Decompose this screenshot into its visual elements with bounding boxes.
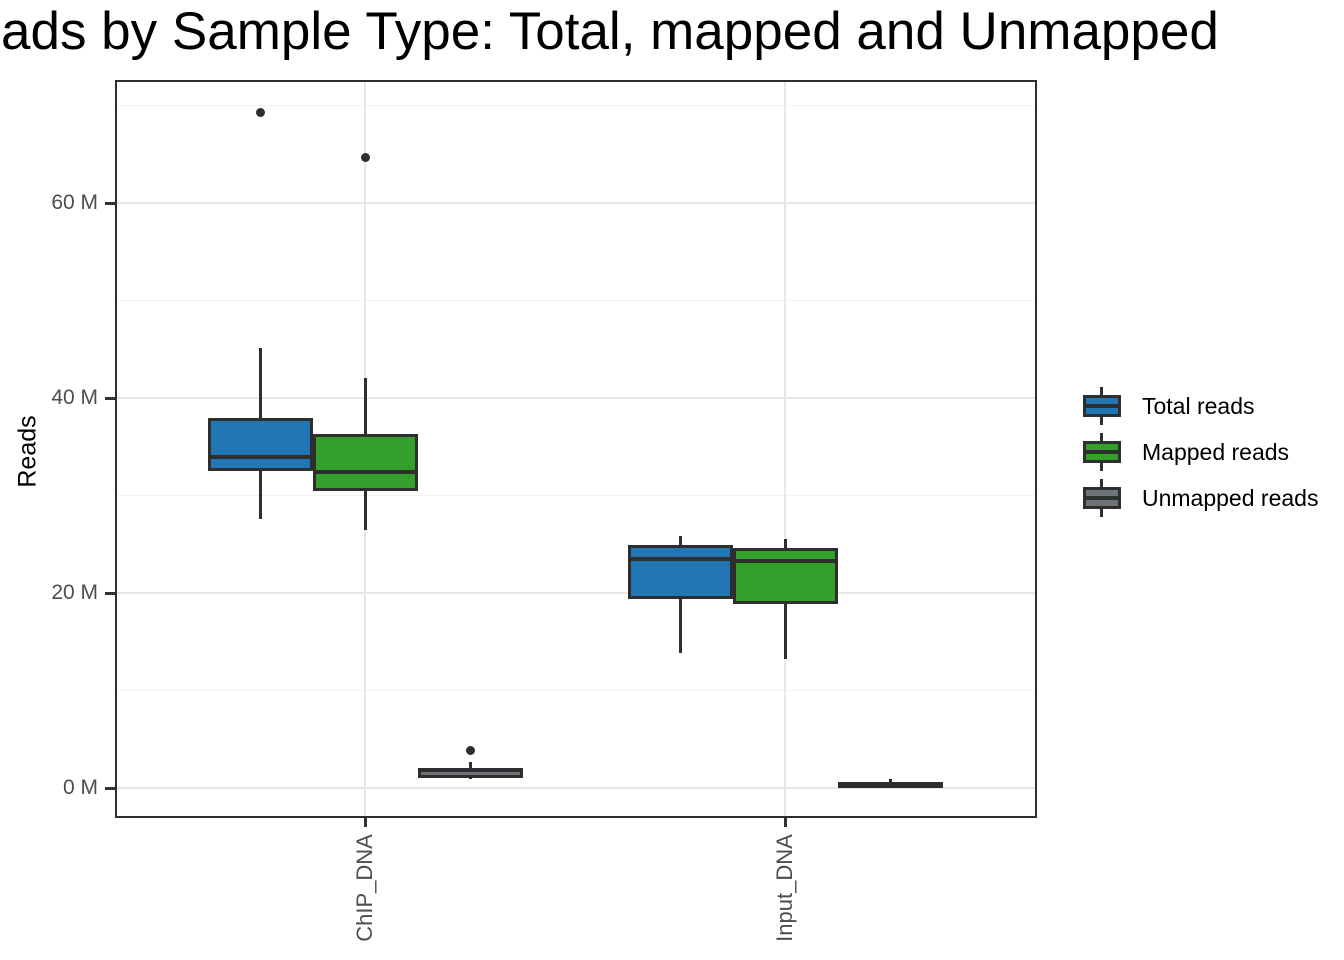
gridline-minor bbox=[117, 690, 1035, 691]
legend-item-label: Mapped reads bbox=[1142, 438, 1290, 465]
legend: Total reads Mapped reads Unmapped reads bbox=[1083, 383, 1318, 521]
chart-title: ads by Sample Type: Total, mapped and Un… bbox=[1, 2, 1219, 61]
gridline-major bbox=[117, 787, 1035, 789]
legend-item: Mapped reads bbox=[1083, 429, 1318, 475]
box-iqr bbox=[207, 418, 313, 472]
y-tick-label: 0 M bbox=[62, 776, 98, 799]
box-median-line bbox=[630, 556, 730, 561]
gridline-major bbox=[117, 202, 1035, 204]
y-tick-mark bbox=[105, 787, 115, 790]
box-iqr bbox=[732, 548, 838, 604]
y-tick-mark bbox=[105, 397, 115, 400]
box-median-line bbox=[735, 558, 835, 563]
y-tick-mark bbox=[105, 202, 115, 205]
outlier-point bbox=[255, 107, 265, 117]
box-median-line bbox=[210, 455, 310, 460]
legend-key-median bbox=[1083, 450, 1121, 454]
gridline-minor bbox=[117, 300, 1035, 301]
legend-item: Total reads bbox=[1083, 383, 1318, 429]
gridline-minor bbox=[117, 105, 1035, 106]
y-tick-label: 20 M bbox=[51, 581, 98, 604]
y-tick-label: 40 M bbox=[51, 386, 98, 409]
box-median-line bbox=[840, 782, 940, 787]
gridline-minor bbox=[117, 495, 1035, 496]
outlier-point bbox=[360, 152, 370, 162]
box-iqr bbox=[312, 434, 418, 491]
x-tick-label: Input_DNA bbox=[772, 834, 797, 942]
gridline-major bbox=[117, 592, 1035, 594]
box-median-line bbox=[420, 768, 520, 773]
legend-key-boxplot-icon bbox=[1083, 387, 1121, 425]
legend-item: Unmapped reads bbox=[1083, 475, 1318, 521]
x-tick-mark bbox=[784, 818, 787, 827]
legend-key-boxplot-icon bbox=[1083, 479, 1121, 517]
box-iqr bbox=[627, 545, 733, 599]
x-tick-label: ChIP_DNA bbox=[352, 834, 377, 942]
x-tick-mark bbox=[364, 818, 367, 827]
legend-key-median bbox=[1083, 404, 1121, 408]
gridline-vertical bbox=[784, 82, 786, 816]
legend-item-label: Unmapped reads bbox=[1142, 484, 1319, 511]
legend-key-boxplot-icon bbox=[1083, 433, 1121, 471]
gridline-major bbox=[117, 397, 1035, 399]
legend-item-label: Total reads bbox=[1142, 392, 1255, 419]
outlier-point bbox=[465, 746, 475, 756]
plot-panel-border bbox=[115, 80, 1037, 818]
y-tick-mark bbox=[105, 592, 115, 595]
y-tick-label: 60 M bbox=[51, 191, 98, 214]
legend-key-median bbox=[1083, 496, 1121, 500]
box-median-line bbox=[315, 470, 415, 475]
